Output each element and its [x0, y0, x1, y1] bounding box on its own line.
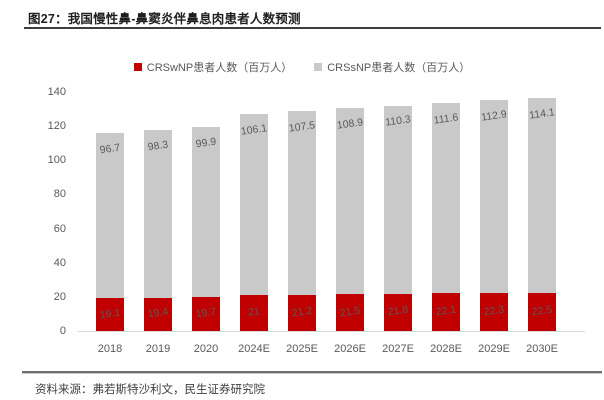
- legend-swatch-gray-icon: [314, 63, 323, 71]
- x-axis-category-label: 2025E: [286, 343, 318, 355]
- y-axis-tick-label: 60: [53, 222, 66, 235]
- bar-value-label-crswnp: 21.5: [339, 304, 361, 320]
- x-axis-category-label: 2027E: [382, 343, 414, 355]
- bar-segment-crswnp: [528, 292, 556, 331]
- bar-segment-crswnp: [96, 298, 124, 331]
- x-axis-category-label: 2020: [193, 343, 219, 355]
- bar-segment-crswnp: [240, 295, 268, 331]
- x-axis-category-label: 2028E: [430, 343, 462, 355]
- bar-segment-crswnp: [336, 294, 364, 331]
- bar-segment-crswnp: [384, 293, 412, 331]
- legend-item-crssnp: CRSsNP患者人数（百万人）: [314, 59, 470, 75]
- bar-segment-crssnp: [192, 126, 220, 298]
- x-axis-category-label: 2026E: [334, 343, 366, 355]
- bar-segment-crswnp: [144, 297, 172, 331]
- bar-segment-crswnp: [288, 294, 316, 331]
- x-axis-category-label: 2029E: [478, 343, 510, 355]
- bar-segment-crssnp: [144, 130, 172, 298]
- legend-label-crssnp: CRSsNP患者人数（百万人）: [327, 62, 471, 74]
- y-axis-tick-label: 140: [47, 86, 66, 98]
- source-note: 资料来源：弗若斯特沙利文，民生证券研究院: [35, 384, 265, 396]
- legend-label-crswnp: CRSwNP患者人数（百万人）: [146, 62, 293, 74]
- legend-item-crswnp: CRSwNP患者人数（百万人）: [133, 59, 293, 75]
- chart-legend: CRSwNP患者人数（百万人） CRSsNP患者人数（百万人）: [0, 59, 604, 75]
- bar-segment-crssnp: [288, 111, 316, 295]
- bar-segment-crssnp: [480, 100, 508, 293]
- bar-segment-crssnp: [96, 133, 124, 299]
- plot-area: 19.1 96.7 19.4 98.3 19.7 99.9 21 106.1 21.2 107.5…: [78, 92, 585, 332]
- title-underline: [24, 27, 601, 29]
- bar-segment-crswnp: [192, 297, 220, 331]
- y-axis-tick-label: 80: [53, 188, 66, 201]
- bar-segment-crssnp: [240, 114, 268, 296]
- x-axis-category-label: 2024E: [238, 343, 270, 355]
- legend-swatch-red-icon: [133, 63, 142, 71]
- bar-segment-crswnp: [432, 293, 460, 331]
- x-axis-category-label: 2030E: [526, 343, 558, 355]
- bar-segment-crssnp: [432, 102, 460, 294]
- footer-divider: [22, 371, 602, 374]
- x-axis-category-label: 2019: [145, 343, 171, 355]
- bar-segment-crswnp: [480, 292, 508, 331]
- y-axis-tick-label: 40: [53, 256, 66, 269]
- y-axis-tick-label: 120: [47, 120, 66, 133]
- bar-segment-crssnp: [528, 97, 556, 293]
- x-axis-category-label: 2018: [97, 343, 123, 355]
- y-axis-tick-label: 0: [59, 325, 66, 337]
- y-axis-tick-label: 20: [53, 290, 66, 303]
- figure-title: 图27：我国慢性鼻-鼻窦炎伴鼻息肉患者人数预测: [28, 12, 301, 26]
- bar-segment-crssnp: [384, 105, 412, 294]
- bar-segment-crssnp: [336, 108, 364, 295]
- y-axis-tick-label: 100: [47, 154, 66, 167]
